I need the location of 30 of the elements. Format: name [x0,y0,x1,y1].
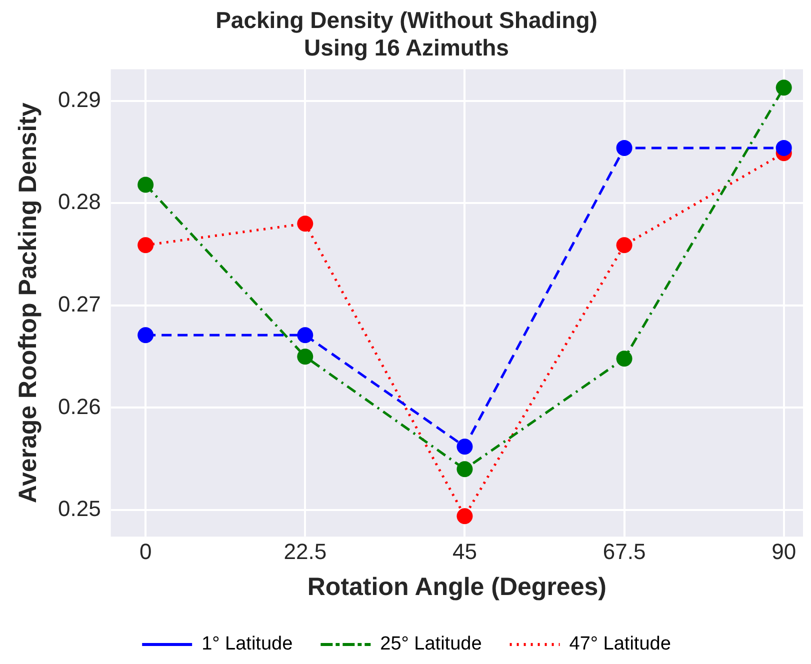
point [138,176,154,193]
point [297,348,314,365]
x-tick-label: 22.5 [284,538,327,564]
y-tick-label: 0.26 [58,394,101,419]
x-tick-label: 67.5 [602,538,646,564]
legend-label: 47° Latitude [569,634,671,655]
x-tick-label: 90 [772,538,796,564]
point [616,237,632,254]
x-tick-label: 0 [139,538,152,564]
point [138,237,154,254]
legend-label: 25° Latitude [380,634,482,655]
point [456,461,473,478]
y-tick-label: 0.25 [58,496,101,522]
point [456,438,473,455]
point [776,140,792,156]
point [297,327,314,344]
point [776,80,792,96]
legend-label: 1° Latitude [202,634,293,655]
x-tick-label: 45 [452,538,477,564]
x-axis-title: Rotation Angle (Degrees) [307,572,606,601]
y-axis-title: Average Rooftop Packing Density [14,102,42,504]
y-tick-label: 0.27 [58,292,101,317]
y-tick-label: 0.28 [58,189,101,214]
point [616,140,632,156]
chart-title: Packing Density (Without Shading) Using 16 Azimuths [216,7,598,61]
point [138,327,154,344]
y-tick-label: 0.29 [58,86,101,112]
point [456,508,473,524]
point [297,216,314,232]
point [616,350,632,367]
